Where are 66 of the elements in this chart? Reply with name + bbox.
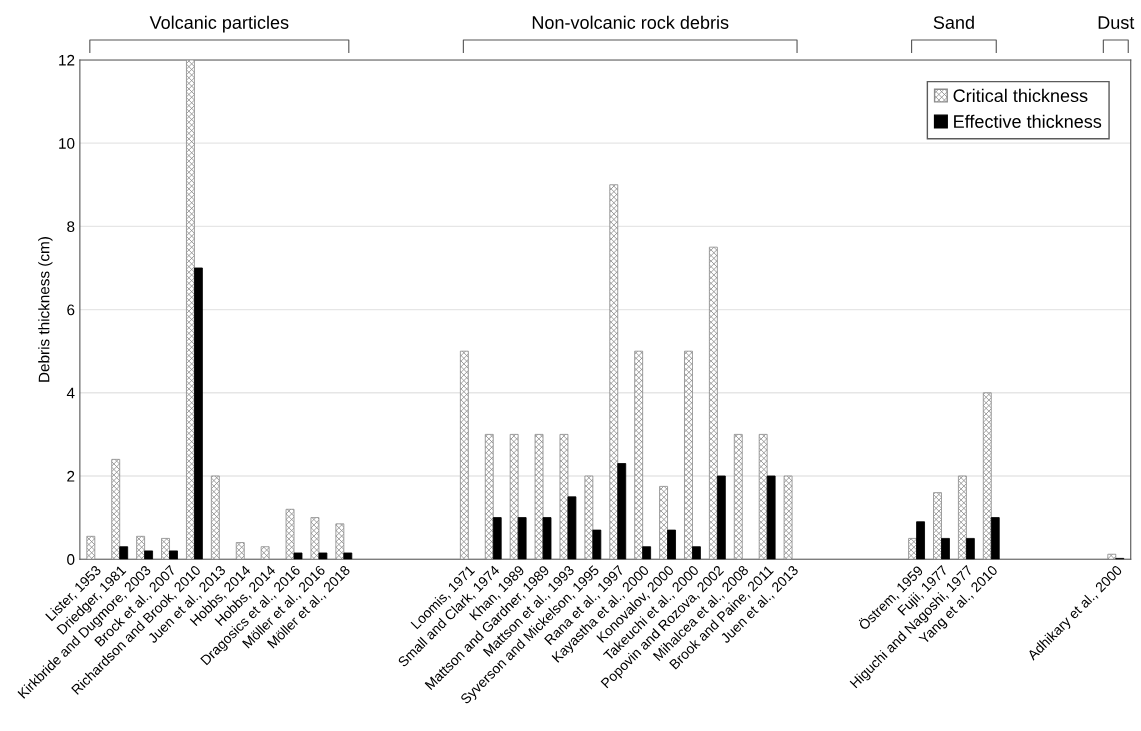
bar	[260, 546, 270, 560]
y-tick-label: 4	[66, 387, 75, 399]
bar	[708, 246, 718, 560]
bar	[492, 517, 502, 560]
legend-label: Effective thickness	[954, 114, 1102, 128]
bar	[982, 392, 992, 560]
y-axis-title: Debris thickness (cm)	[38, 237, 53, 382]
bar	[933, 492, 942, 560]
text: Non-volcanic rock debris	[532, 15, 729, 29]
bar	[186, 59, 195, 560]
bar	[509, 433, 519, 560]
bar	[617, 463, 627, 560]
bar	[194, 267, 203, 560]
bar	[908, 537, 917, 560]
bar	[716, 475, 726, 560]
bar	[534, 433, 544, 560]
bar	[542, 517, 552, 560]
bar	[592, 529, 602, 560]
y-tick-label: 2	[67, 470, 75, 482]
bar	[310, 517, 320, 560]
y-tick-label: 12	[59, 54, 75, 66]
bar	[161, 537, 170, 560]
text: Dust	[1098, 16, 1135, 29]
bar	[692, 546, 701, 560]
bar	[609, 184, 619, 560]
bar	[119, 546, 129, 560]
bar	[1107, 553, 1117, 560]
y-tick-label: 6	[67, 304, 75, 316]
bar	[733, 433, 743, 560]
bar	[584, 475, 594, 560]
bar	[766, 475, 776, 560]
y-tick-label: 10	[59, 138, 75, 149]
bar	[559, 433, 569, 560]
text: Sand	[933, 15, 974, 29]
bar	[634, 350, 644, 560]
bar	[783, 475, 793, 560]
y-tick-label: 0	[67, 554, 75, 565]
bar	[136, 535, 146, 560]
bar	[957, 475, 967, 560]
bar	[86, 535, 96, 560]
bar	[235, 542, 245, 560]
legend-label: Critical thickness	[953, 88, 1088, 103]
bar	[293, 552, 303, 560]
bar	[758, 433, 768, 560]
bar	[684, 350, 693, 560]
bar	[210, 475, 220, 560]
bar	[517, 517, 527, 560]
bar	[459, 350, 469, 560]
bar	[567, 496, 577, 560]
bar	[916, 521, 925, 560]
bar	[667, 529, 676, 560]
bar	[144, 550, 153, 560]
bar	[941, 537, 950, 560]
bar	[169, 550, 178, 560]
bar	[111, 458, 121, 560]
y-tick-label: 8	[67, 221, 75, 233]
bar	[484, 433, 494, 560]
bar	[285, 508, 295, 560]
bar	[642, 546, 652, 560]
bar	[965, 537, 975, 560]
bar	[659, 485, 668, 560]
bar	[990, 517, 1000, 560]
bar	[318, 552, 328, 560]
text: Volcanic particles	[149, 15, 289, 33]
bar	[335, 523, 345, 560]
bar	[343, 552, 353, 560]
